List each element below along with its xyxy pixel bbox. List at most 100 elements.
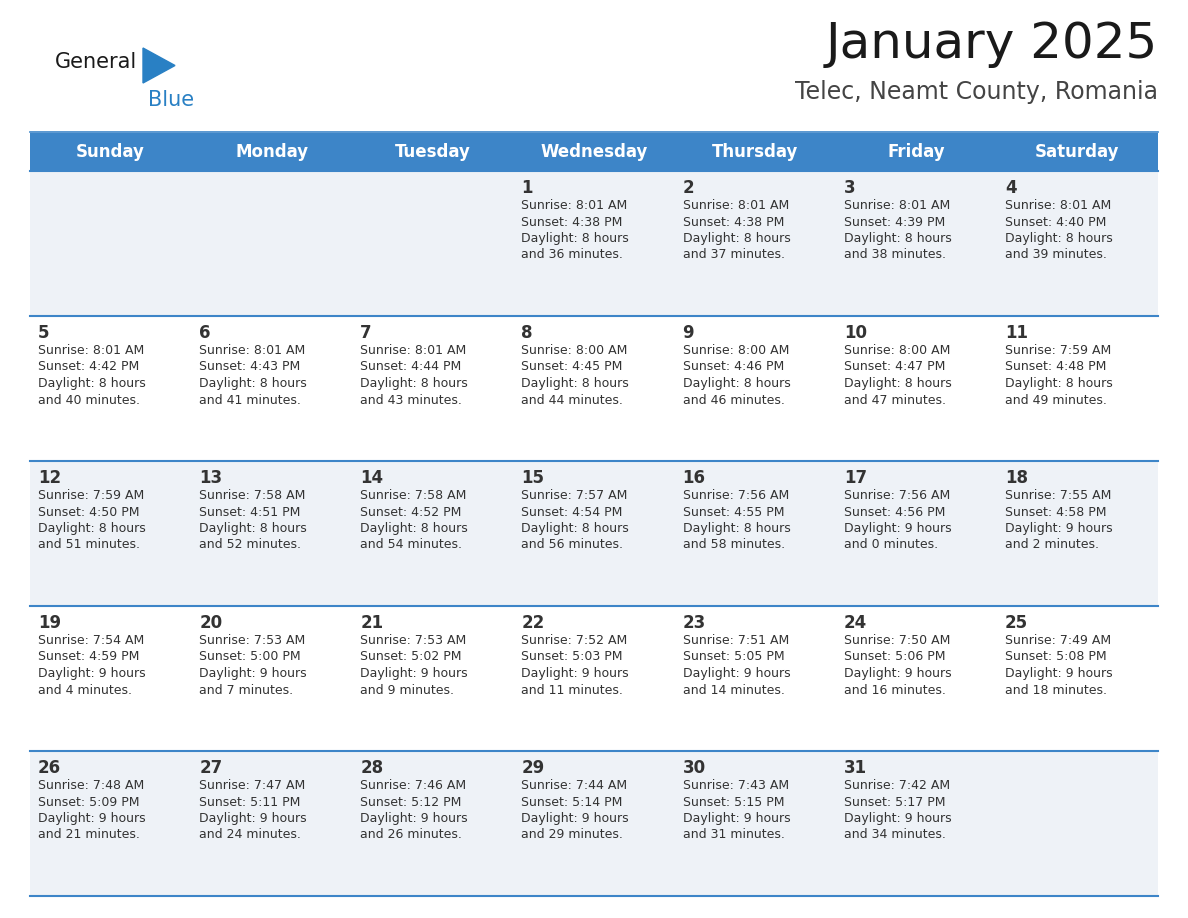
Text: Sunset: 4:46 PM: Sunset: 4:46 PM <box>683 361 784 374</box>
Text: Sunrise: 7:53 AM: Sunrise: 7:53 AM <box>360 634 467 647</box>
Text: Sunrise: 7:53 AM: Sunrise: 7:53 AM <box>200 634 305 647</box>
Text: 13: 13 <box>200 469 222 487</box>
Text: Daylight: 9 hours: Daylight: 9 hours <box>38 667 146 680</box>
Text: Monday: Monday <box>235 143 308 161</box>
Text: and 2 minutes.: and 2 minutes. <box>1005 539 1099 552</box>
Text: Sunrise: 8:01 AM: Sunrise: 8:01 AM <box>522 199 627 212</box>
Text: 6: 6 <box>200 324 210 342</box>
Text: and 37 minutes.: and 37 minutes. <box>683 249 784 262</box>
Text: 27: 27 <box>200 759 222 777</box>
Bar <box>30 751 1158 896</box>
Text: and 21 minutes.: and 21 minutes. <box>38 829 140 842</box>
Text: Sunrise: 7:54 AM: Sunrise: 7:54 AM <box>38 634 144 647</box>
Text: 31: 31 <box>843 759 867 777</box>
Polygon shape <box>143 48 175 83</box>
Text: Sunset: 5:11 PM: Sunset: 5:11 PM <box>200 796 301 809</box>
Text: and 46 minutes.: and 46 minutes. <box>683 394 784 407</box>
Text: Sunset: 4:50 PM: Sunset: 4:50 PM <box>38 506 139 519</box>
Text: Sunset: 4:51 PM: Sunset: 4:51 PM <box>200 506 301 519</box>
Text: Daylight: 8 hours: Daylight: 8 hours <box>683 377 790 390</box>
Text: Daylight: 8 hours: Daylight: 8 hours <box>683 232 790 245</box>
Text: Daylight: 8 hours: Daylight: 8 hours <box>360 522 468 535</box>
Text: 1: 1 <box>522 179 533 197</box>
Text: Sunset: 5:15 PM: Sunset: 5:15 PM <box>683 796 784 809</box>
Text: Daylight: 9 hours: Daylight: 9 hours <box>683 812 790 825</box>
Text: and 31 minutes.: and 31 minutes. <box>683 829 784 842</box>
Text: and 43 minutes.: and 43 minutes. <box>360 394 462 407</box>
Text: 15: 15 <box>522 469 544 487</box>
Text: and 51 minutes.: and 51 minutes. <box>38 539 140 552</box>
Text: Sunrise: 8:00 AM: Sunrise: 8:00 AM <box>843 344 950 357</box>
Text: Daylight: 9 hours: Daylight: 9 hours <box>522 667 630 680</box>
Text: Sunrise: 7:52 AM: Sunrise: 7:52 AM <box>522 634 627 647</box>
Text: Daylight: 8 hours: Daylight: 8 hours <box>1005 232 1113 245</box>
Text: Daylight: 9 hours: Daylight: 9 hours <box>843 522 952 535</box>
Text: Sunset: 4:54 PM: Sunset: 4:54 PM <box>522 506 623 519</box>
Text: 19: 19 <box>38 614 61 632</box>
Text: and 26 minutes.: and 26 minutes. <box>360 829 462 842</box>
Text: Daylight: 8 hours: Daylight: 8 hours <box>683 522 790 535</box>
Text: and 7 minutes.: and 7 minutes. <box>200 684 293 697</box>
Text: Sunrise: 8:01 AM: Sunrise: 8:01 AM <box>1005 199 1111 212</box>
Text: and 24 minutes.: and 24 minutes. <box>200 829 301 842</box>
Text: Daylight: 8 hours: Daylight: 8 hours <box>38 522 146 535</box>
Text: and 16 minutes.: and 16 minutes. <box>843 684 946 697</box>
Text: Daylight: 8 hours: Daylight: 8 hours <box>522 522 630 535</box>
Text: Daylight: 8 hours: Daylight: 8 hours <box>360 377 468 390</box>
Text: Sunrise: 7:48 AM: Sunrise: 7:48 AM <box>38 779 144 792</box>
Text: 22: 22 <box>522 614 544 632</box>
Text: 12: 12 <box>38 469 61 487</box>
Text: Thursday: Thursday <box>712 143 798 161</box>
Text: Wednesday: Wednesday <box>541 143 647 161</box>
Text: and 58 minutes.: and 58 minutes. <box>683 539 785 552</box>
Text: and 40 minutes.: and 40 minutes. <box>38 394 140 407</box>
Text: Sunrise: 7:50 AM: Sunrise: 7:50 AM <box>843 634 950 647</box>
Text: and 11 minutes.: and 11 minutes. <box>522 684 624 697</box>
Text: Sunrise: 7:56 AM: Sunrise: 7:56 AM <box>683 489 789 502</box>
Bar <box>30 316 1158 461</box>
Text: and 56 minutes.: and 56 minutes. <box>522 539 624 552</box>
Text: Sunset: 4:42 PM: Sunset: 4:42 PM <box>38 361 139 374</box>
Text: 17: 17 <box>843 469 867 487</box>
Bar <box>30 606 1158 751</box>
Text: Sunset: 5:14 PM: Sunset: 5:14 PM <box>522 796 623 809</box>
Text: 4: 4 <box>1005 179 1017 197</box>
Text: Sunset: 4:56 PM: Sunset: 4:56 PM <box>843 506 946 519</box>
Text: 11: 11 <box>1005 324 1028 342</box>
Bar <box>30 133 1158 171</box>
Text: Sunset: 5:05 PM: Sunset: 5:05 PM <box>683 651 784 664</box>
Text: Daylight: 9 hours: Daylight: 9 hours <box>1005 522 1112 535</box>
Text: Sunrise: 8:01 AM: Sunrise: 8:01 AM <box>200 344 305 357</box>
Text: Daylight: 8 hours: Daylight: 8 hours <box>843 377 952 390</box>
Text: Daylight: 8 hours: Daylight: 8 hours <box>38 377 146 390</box>
Text: 30: 30 <box>683 759 706 777</box>
Text: 23: 23 <box>683 614 706 632</box>
Text: Sunset: 4:52 PM: Sunset: 4:52 PM <box>360 506 462 519</box>
Text: Sunrise: 7:59 AM: Sunrise: 7:59 AM <box>38 489 144 502</box>
Text: Sunrise: 8:00 AM: Sunrise: 8:00 AM <box>683 344 789 357</box>
Text: 14: 14 <box>360 469 384 487</box>
Text: Sunset: 4:44 PM: Sunset: 4:44 PM <box>360 361 461 374</box>
Text: Sunrise: 7:47 AM: Sunrise: 7:47 AM <box>200 779 305 792</box>
Text: 3: 3 <box>843 179 855 197</box>
Text: 28: 28 <box>360 759 384 777</box>
Text: Sunrise: 8:01 AM: Sunrise: 8:01 AM <box>38 344 144 357</box>
Text: Daylight: 9 hours: Daylight: 9 hours <box>200 812 307 825</box>
Text: 25: 25 <box>1005 614 1028 632</box>
Text: Daylight: 9 hours: Daylight: 9 hours <box>360 667 468 680</box>
Text: Daylight: 9 hours: Daylight: 9 hours <box>38 812 146 825</box>
Text: Sunset: 5:08 PM: Sunset: 5:08 PM <box>1005 651 1106 664</box>
Text: Sunrise: 7:42 AM: Sunrise: 7:42 AM <box>843 779 950 792</box>
Text: Sunrise: 7:56 AM: Sunrise: 7:56 AM <box>843 489 950 502</box>
Text: Sunset: 4:55 PM: Sunset: 4:55 PM <box>683 506 784 519</box>
Text: and 44 minutes.: and 44 minutes. <box>522 394 624 407</box>
Text: Sunset: 4:47 PM: Sunset: 4:47 PM <box>843 361 946 374</box>
Text: and 4 minutes.: and 4 minutes. <box>38 684 132 697</box>
Text: Sunset: 4:38 PM: Sunset: 4:38 PM <box>683 216 784 229</box>
Text: 16: 16 <box>683 469 706 487</box>
Text: and 29 minutes.: and 29 minutes. <box>522 829 624 842</box>
Text: 29: 29 <box>522 759 544 777</box>
Text: Sunrise: 8:01 AM: Sunrise: 8:01 AM <box>843 199 950 212</box>
Bar <box>30 171 1158 316</box>
Text: Sunset: 5:03 PM: Sunset: 5:03 PM <box>522 651 623 664</box>
